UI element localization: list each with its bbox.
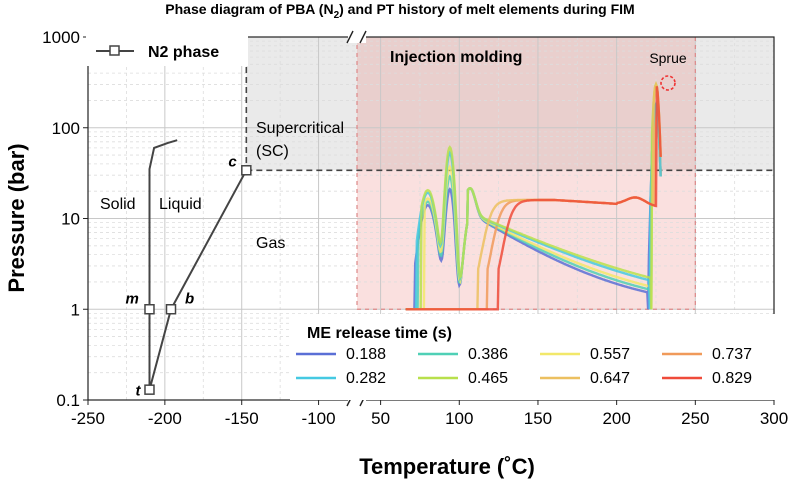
melt-curve-0.386 <box>405 101 662 311</box>
y-tick-label: 10 <box>61 210 80 229</box>
title-subscript: 2 <box>334 10 340 21</box>
x-tick-label: -100 <box>302 409 336 428</box>
release-time-legend-title: ME release time (s) <box>307 325 452 342</box>
n2-point-c <box>241 165 252 176</box>
x-tick-label: 300 <box>760 409 788 428</box>
legend-label-0.282: 0.282 <box>346 370 386 387</box>
melt-element-curves <box>405 81 662 311</box>
liquid-region-label: Liquid <box>159 196 202 213</box>
n2-point-label-m: m <box>125 290 138 307</box>
y-tick-label: 0.1 <box>56 391 80 410</box>
x-axis-label: Temperature (˚C) <box>359 454 535 479</box>
n2-phase-curves: t m b c <box>125 139 252 400</box>
x-tick-label: 50 <box>371 409 390 428</box>
n2-melting-curve <box>148 139 178 390</box>
n2-point-label-b: b <box>185 290 194 307</box>
x-tick-label: 100 <box>445 409 473 428</box>
gas-region-label: Gas <box>256 235 285 252</box>
axis-break-slash <box>359 30 367 44</box>
n2-point-label-t: t <box>135 383 141 400</box>
x-tick-label: 150 <box>524 409 552 428</box>
supercritical-region-label: Supercritical <box>256 120 344 137</box>
x-axis-ticks: -250 -200 -150 -100 50 100 150 200 250 300 <box>71 400 788 428</box>
title-suffix: ) and PT history of melt elements during… <box>339 1 635 17</box>
legend-label-0.647: 0.647 <box>590 370 630 387</box>
melt-curve-0.557 <box>405 101 662 311</box>
melt-curve-0.188 <box>405 101 662 311</box>
n2-legend-label: N2 phase <box>148 44 219 61</box>
n2-point-b <box>165 304 177 315</box>
sprue-label: Sprue <box>649 50 687 66</box>
n2-legend-marker <box>109 45 120 56</box>
n2-point-m <box>144 304 155 315</box>
title-prefix: Phase diagram of PBA (N <box>165 1 333 17</box>
y-axis-ticks: 0.1 1 10 100 1000 <box>42 28 88 410</box>
y-tick-label: 1 <box>71 300 80 319</box>
sprue-marker <box>660 75 676 91</box>
y-tick-label: 100 <box>52 119 80 138</box>
x-tick-label: -200 <box>148 409 182 428</box>
y-axis-label: Pressure (bar) <box>4 143 29 292</box>
legend-label-0.386: 0.386 <box>468 346 508 363</box>
x-tick-label: -150 <box>225 409 259 428</box>
legend-label-0.737: 0.737 <box>712 346 752 363</box>
x-tick-label: -250 <box>71 409 105 428</box>
legend-label-0.829: 0.829 <box>712 370 752 387</box>
n2-point-label-c: c <box>228 153 237 170</box>
melt-curve-0.465 <box>405 81 662 311</box>
axis-break-slash <box>346 30 354 44</box>
release-time-legend-box <box>290 314 782 400</box>
x-tick-label: 200 <box>602 409 630 428</box>
chart-title: Phase diagram of PBA (N2) and PT history… <box>165 1 634 21</box>
n2-point-t <box>144 384 155 395</box>
solid-region-label: Solid <box>100 196 136 213</box>
y-tick-label: 1000 <box>42 28 80 47</box>
release-time-legend: ME release time (s) 0.188 0.386 0.557 0.737… <box>290 314 782 400</box>
legend-label-0.557: 0.557 <box>590 346 630 363</box>
melt-curve-0.829 <box>405 86 662 311</box>
supercritical-abbrev-label: (SC) <box>256 143 289 160</box>
legend-label-0.465: 0.465 <box>468 370 508 387</box>
n2-legend: N2 phase <box>86 36 248 66</box>
injection-molding-label: Injection molding <box>390 49 522 66</box>
legend-label-0.188: 0.188 <box>346 346 386 363</box>
x-tick-label: 250 <box>681 409 709 428</box>
